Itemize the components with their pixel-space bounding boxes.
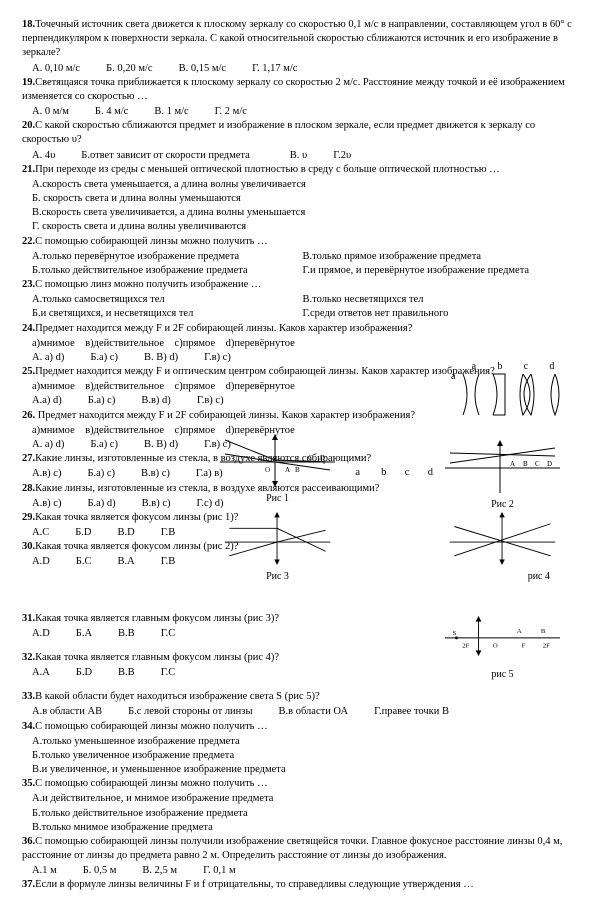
q33-opts: А.в области АВБ.с левой стороны от линзы…: [22, 705, 573, 719]
q36-text: С помощью собирающей линзы получили изоб…: [22, 836, 562, 861]
q21-c: В.скорость света увеличивается, а длина …: [22, 206, 573, 220]
svg-text:B: B: [295, 466, 300, 474]
svg-text:A: A: [510, 460, 515, 468]
q35-b: Б.только действительное изображение пред…: [22, 807, 573, 821]
q20-text: С какой скоростью сближаются предмет и и…: [22, 120, 535, 145]
svg-text:C: C: [308, 454, 313, 462]
q20-opts: А. 4υБ.ответ зависит от скорости предмет…: [22, 149, 573, 163]
q23-text: С помощью линз можно получить изображени…: [35, 279, 261, 290]
caption-4: рис 4: [445, 570, 560, 584]
q22-opts: А.только перевёрнутое изображение предме…: [22, 250, 573, 264]
q34-b: Б.только увеличенное изображение предмет…: [22, 749, 573, 763]
svg-text:F: F: [522, 642, 526, 649]
svg-text:A: A: [517, 628, 522, 635]
q32-text: Какая точка является главным фокусом лин…: [35, 652, 279, 663]
svg-text:S: S: [453, 630, 457, 637]
svg-text:O: O: [265, 466, 270, 474]
q37: 37.Если в формуле линзы величины F и f о…: [22, 878, 573, 892]
q33: 33.В какой области будет находиться изоб…: [22, 690, 573, 704]
q30-text: Какая точка является фокусом линзы (рис …: [35, 541, 238, 552]
q21-d: Г. скорость света и длина волны увеличив…: [22, 220, 573, 234]
q37-text: Если в формуле линзы величины F и f отри…: [35, 879, 474, 890]
q35: 35.С помощью собирающей линзы можно полу…: [22, 777, 573, 791]
q34-a: А.только уменьшенное изображение предмет…: [22, 735, 573, 749]
q24-sub: а)мнимое в)действительное с)прямое d)пер…: [22, 337, 573, 351]
q18-opts: А. 0,10 м/сБ. 0,20 м/сВ. 0,15 м/сГ. 1,17…: [22, 62, 573, 76]
q21-a: А.скорость света уменьшается, а длина во…: [22, 178, 573, 192]
fig-3: Рис 3: [220, 510, 335, 584]
fig-5: S 2F O AF B 2F рис 5: [445, 608, 560, 682]
q22-text: С помощью собирающей линзы можно получит…: [35, 236, 267, 247]
q29-text: Какая точка является фокусом линзы (рис …: [35, 512, 238, 523]
q19: 19.Светящаяся точка приближается к плоск…: [22, 76, 573, 104]
q35-a: А.и действительное, и мнимое изображение…: [22, 792, 573, 806]
caption-3: Рис 3: [220, 570, 335, 584]
svg-text:2F: 2F: [462, 642, 469, 649]
q19-opts: А. 0 м/мБ. 4 м/сВ. 1 м/сГ. 2 м/с: [22, 105, 573, 119]
q35-c: В.только мнимое изображение предмета: [22, 821, 573, 835]
q23: 23.С помощью линз можно получить изображ…: [22, 278, 573, 292]
q21-b: Б. скорость света и длина волны уменьшаю…: [22, 192, 573, 206]
svg-text:B: B: [523, 460, 528, 468]
svg-text:D: D: [547, 460, 552, 468]
q18-text: Точечный источник света движется к плоск…: [22, 19, 572, 58]
q21-text: При переходе из среды с меньшей оптическ…: [35, 164, 500, 175]
q18: 18.Точечный источник света движется к пл…: [22, 18, 573, 61]
q22: 22.С помощью собирающей линзы можно полу…: [22, 235, 573, 249]
q33-text: В какой области будет находиться изображ…: [35, 691, 320, 702]
fig-4: рис 4: [445, 510, 560, 584]
q36-opts: А.1 мБ. 0,5 мВ. 2,5 мГ. 0,1 м: [22, 864, 573, 878]
svg-text:B: B: [541, 628, 546, 635]
svg-text:O: O: [493, 642, 498, 649]
fig-2: AB CD Рис 2: [445, 438, 560, 512]
q36: 36.С помощью собирающей линзы получили и…: [22, 835, 573, 863]
q31-text: Какая точка является главным фокусом лин…: [35, 613, 279, 624]
lens-figure: a abcd: [461, 372, 565, 417]
q24-text: Предмет находится между F и 2F собирающе…: [35, 323, 412, 334]
caption-5: рис 5: [445, 668, 560, 682]
q21: 21.При переходе из среды с меньшей оптич…: [22, 163, 573, 177]
svg-text:C: C: [535, 460, 540, 468]
q34: 34.С помощью собирающей линзы можно полу…: [22, 720, 573, 734]
caption-1: Рис 1: [220, 492, 335, 506]
q20: 20.С какой скоростью сближаются предмет …: [22, 119, 573, 147]
q19-text: Светящаяся точка приближается к плоскому…: [22, 77, 565, 102]
svg-text:D: D: [320, 454, 325, 462]
q23-opts: А.только самосветящихся телВ.только несв…: [22, 293, 573, 307]
q24: 24.Предмет находится между F и 2F собира…: [22, 322, 573, 336]
q34-c: В.и увеличенное, и уменьшенное изображен…: [22, 763, 573, 777]
svg-text:2F: 2F: [543, 642, 550, 649]
fig-1: O A CD B Рис 1: [220, 432, 335, 506]
q35-text: С помощью собирающей линзы можно получит…: [35, 778, 267, 789]
q26-text: Предмет находится между F и 2F собирающе…: [35, 410, 415, 421]
svg-text:A: A: [285, 466, 290, 474]
q25-text: Предмет находится между F и оптическим ц…: [35, 366, 495, 377]
q34-text: С помощью собирающей линзы можно получит…: [35, 721, 267, 732]
